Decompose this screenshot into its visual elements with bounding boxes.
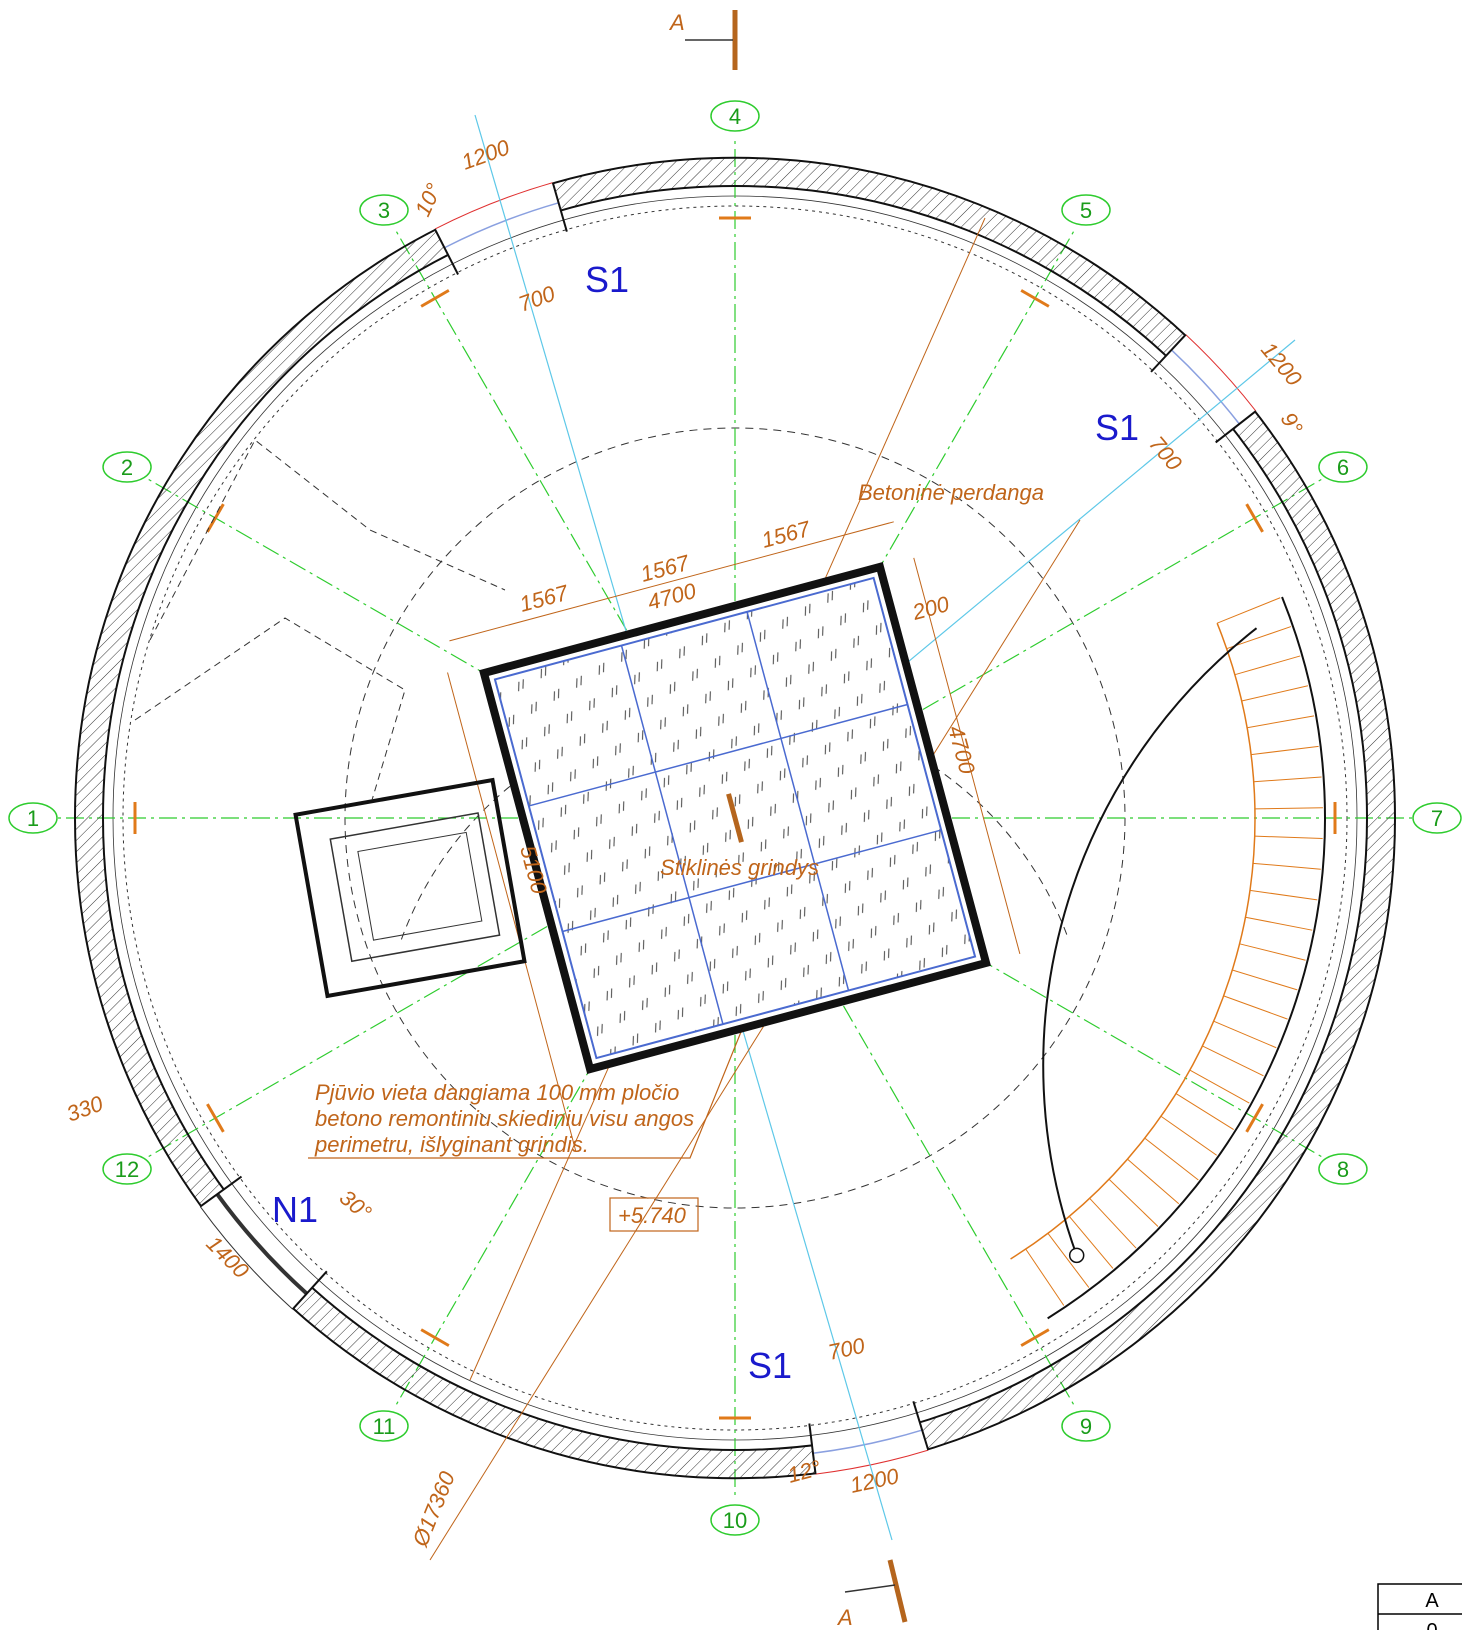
dimension: 1200 [1256,337,1307,391]
stair-tread [1250,890,1317,899]
axis-label: 2 [121,455,133,480]
dimension: 200 [909,591,953,625]
stair-arrow [1043,628,1256,1255]
stair-tread [1145,1138,1199,1180]
stair-tread [1048,1233,1089,1287]
axis-label: 11 [373,1414,396,1439]
level-label: +5.740 [618,1203,687,1228]
section-label: A [668,10,685,35]
stair-tread [1255,808,1323,809]
stair-tread [1176,1094,1234,1130]
stair-tread [1214,1021,1277,1048]
note-line: perimetru, išlyginant grindis. [314,1132,589,1157]
wall-opening [1176,346,1244,421]
opening-label: S1 [748,1345,792,1386]
opening-label: S1 [1095,407,1139,448]
wall-opening [442,197,557,242]
axis-tick [1021,1330,1049,1346]
stair-tread [1255,836,1323,838]
opening-label: N1 [272,1189,318,1230]
dimension: 1567 [517,580,571,617]
stair-tread [1161,1116,1217,1155]
dimension: 700 [1144,431,1187,476]
axis-tick [421,290,449,306]
stair-tread [1217,598,1280,623]
stair-tread [1026,1249,1064,1305]
note-line: betono remontiniu skiediniu visu angos [315,1106,694,1131]
stair-tread [1232,970,1297,990]
axis-label: 9 [1080,1414,1092,1439]
lift-outer [296,780,525,996]
title-block-row: 0 [1426,1620,1437,1630]
stair-start [1070,1248,1084,1262]
dimension: 700 [515,280,559,316]
axis-tick [207,504,223,532]
axis-tick [207,1104,223,1132]
note-line: Pjūvio vieta dangiama 100 mm pločio [315,1080,679,1105]
opening-label: S1 [585,259,629,300]
section-arrow [845,1585,895,1592]
axis-label: 6 [1337,455,1349,480]
lift-inner [330,813,499,961]
stair-tread [1254,777,1322,782]
dimension: 1567 [759,516,813,553]
stair [1011,597,1325,1318]
slab-label: Betoninė perdanga [858,480,1044,505]
title-block-rev: A [1425,1590,1439,1612]
stair-tread [1202,1046,1263,1076]
title-block [1378,1584,1462,1630]
axis-label: 7 [1431,806,1443,831]
stair-tread [1251,746,1318,754]
stair-tread [1242,686,1308,701]
lift-shaft [296,780,525,996]
section-mark [890,1560,905,1622]
dimension: 30° [335,1185,377,1226]
dimension: Ø17360 [407,1467,460,1551]
stair-tread [1109,1179,1158,1226]
dimension: 4700 [943,723,980,777]
stair-tread [1253,863,1321,869]
drawing-layer: 123456789101112 [9,101,1461,1560]
axis-label: 5 [1080,198,1092,223]
dimension: 1200 [458,134,513,174]
dashed-outline [135,618,405,800]
floor-plan: 123456789101112 A A S1 S1 S1 N1 1200 10°… [0,0,1462,1630]
stair-tread [1090,1198,1136,1248]
dimension: 330 [63,1090,107,1126]
axis-label: 3 [378,198,390,223]
axis-tick [421,1330,449,1346]
axis-tick [1247,504,1263,532]
glass-floor-label: Stiklinės grindys [660,855,819,880]
stair-tread [1224,996,1288,1019]
section-label: A [836,1605,853,1630]
axis-tick [1021,290,1049,306]
axis-label: 10 [723,1508,747,1533]
lift-core [358,832,482,940]
stair-tread [1240,944,1306,960]
axis-label: 1 [27,806,39,831]
stair-tread [1245,917,1312,930]
stair-tread [1127,1159,1178,1204]
axis-label: 12 [115,1157,139,1182]
axis-label: 8 [1337,1157,1349,1182]
stair-outer [1048,597,1325,1318]
dimension: 10° [410,179,447,220]
dimension: 9° [1276,408,1308,439]
stair-tread [1235,656,1300,675]
stair-tread [1247,716,1314,728]
axis-label: 4 [729,104,741,129]
